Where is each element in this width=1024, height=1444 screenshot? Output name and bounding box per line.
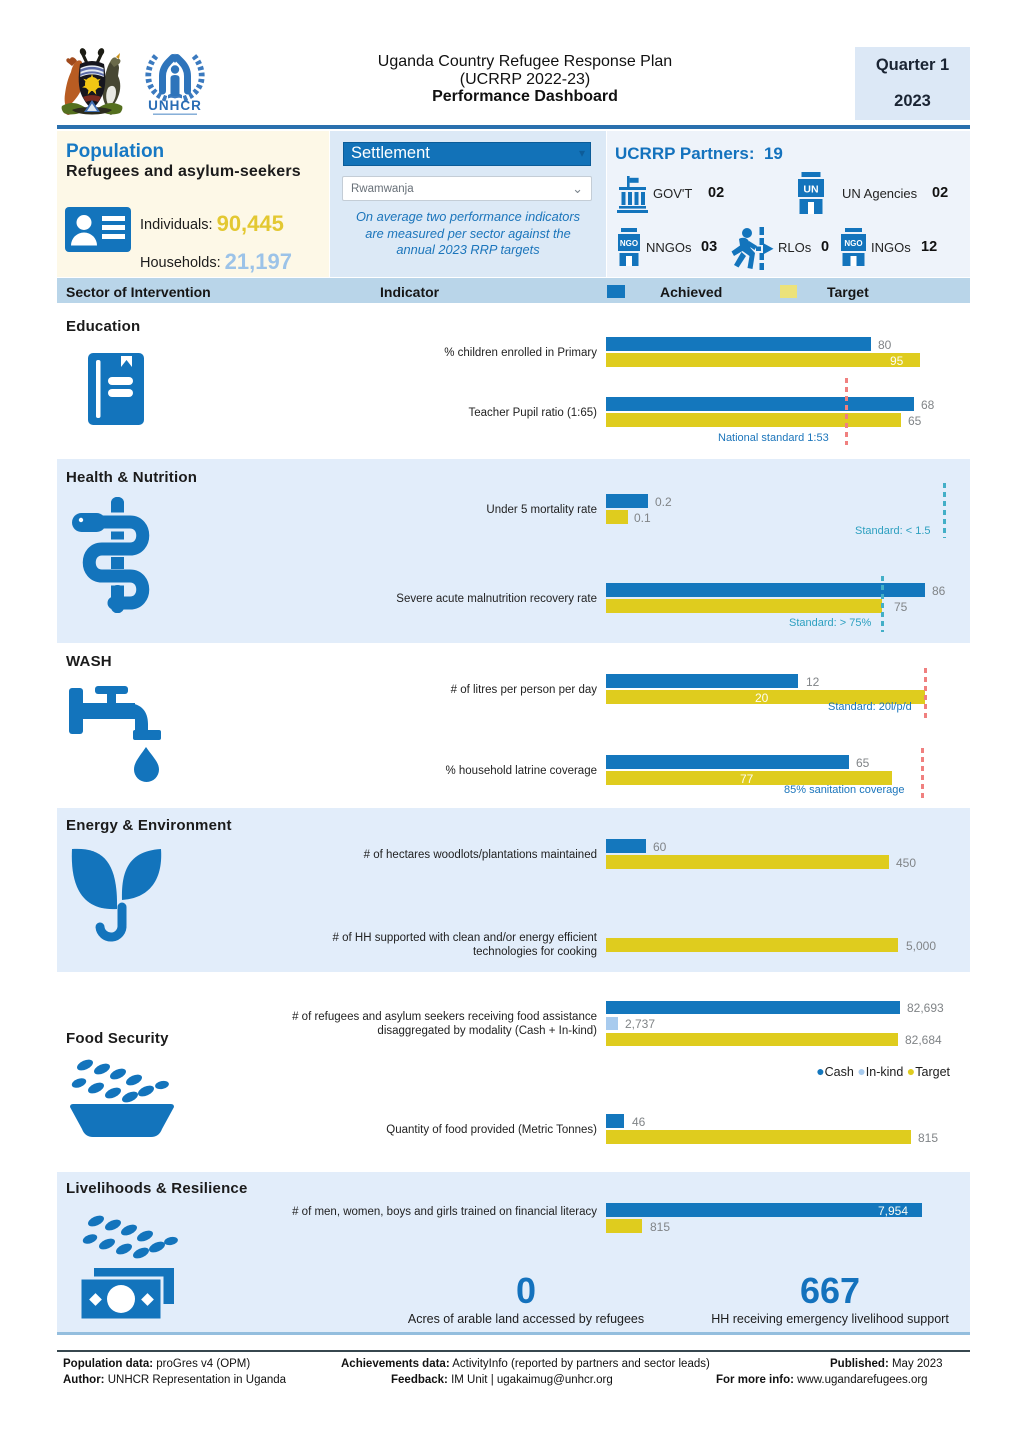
svg-text:NGO: NGO: [620, 239, 638, 248]
svg-text:NGO: NGO: [844, 239, 862, 248]
svg-text:UNHCR: UNHCR: [148, 98, 202, 113]
svg-text:UN: UN: [803, 184, 818, 196]
